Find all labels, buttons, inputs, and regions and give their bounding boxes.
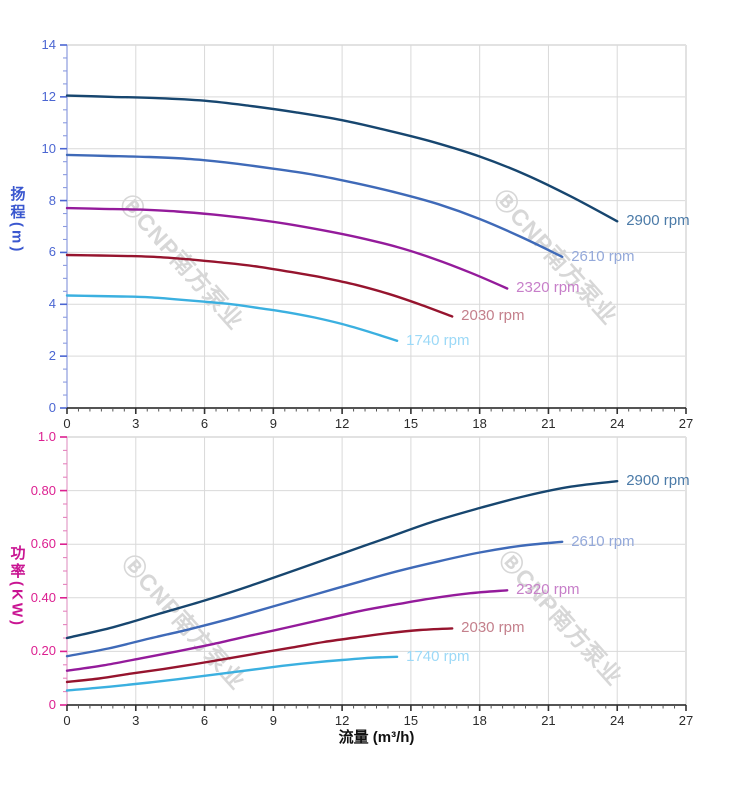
curve-2320-rpm [65,589,509,672]
y-tick-label: 0 [48,400,56,415]
curve-2610-rpm [65,540,564,658]
power-axis-title: 功率(KW) [8,545,26,628]
x-tick-label: 3 [132,416,140,431]
x-tick-label: 24 [609,416,625,431]
x-tick-label: 21 [541,416,556,431]
y-tick-label: 2 [48,348,56,364]
curve-label-2610-rpm: 2610 rpm [571,247,635,265]
curve-label-2320-rpm: 2320 rpm [516,581,580,599]
curve-2900-rpm [65,94,619,223]
curve-2610-rpm [65,153,564,258]
y-tick-label: 0 [48,697,56,712]
y-tick-label: 0.60 [30,536,56,552]
flow-axis-title: 流量 (m³/h) [338,729,415,746]
curve-label-1740-rpm: 1740 rpm [406,647,470,665]
x-tick-label: 9 [269,713,277,728]
curve-label-2030-rpm: 2030 rpm [461,619,525,637]
curve-1740-rpm [65,655,399,692]
x-tick-label: 27 [678,416,694,431]
y-tick-label: 14 [41,37,56,52]
curve-label-1740-rpm: 1740 rpm [406,331,470,349]
x-tick-label: 0 [63,416,71,431]
y-tick-label: 4 [48,296,56,312]
curve-label-2320-rpm: 2320 rpm [516,279,580,297]
y-tick-label: 10 [41,140,56,156]
x-tick-label: 24 [609,713,625,728]
x-tick-label: 27 [678,713,694,728]
x-tick-label: 3 [132,713,140,728]
head-axis-title: 扬程(m) [8,186,26,255]
curve-label-2900-rpm: 2900 rpm [626,472,690,490]
x-tick-label: 18 [472,416,487,431]
x-tick-label: 15 [403,713,419,728]
y-tick-label: 12 [41,88,56,104]
curve-2030-rpm [65,253,454,318]
x-tick-label: 21 [541,713,556,728]
x-tick-label: 9 [269,416,277,431]
curve-2900-rpm [65,480,619,640]
curve-label-2030-rpm: 2030 rpm [461,307,525,325]
y-tick-label: 8 [48,192,56,208]
curve-label-2610-rpm: 2610 rpm [571,532,635,550]
y-tick-label: 1.0 [37,429,56,444]
curve-2030-rpm [65,627,454,684]
x-tick-label: 15 [403,416,419,431]
curve-label-2900-rpm: 2900 rpm [626,212,690,230]
curve-2320-rpm [65,206,509,290]
x-tick-label: 6 [200,713,209,728]
x-tick-label: 12 [334,713,350,728]
y-tick-label: 6 [48,244,56,260]
x-tick-label: 18 [472,713,487,728]
x-tick-label: 6 [200,416,209,431]
x-tick-label: 12 [334,416,350,431]
y-tick-label: 0.20 [30,643,56,659]
y-tick-label: 0.80 [30,482,56,498]
curve-1740-rpm [65,294,399,342]
x-tick-label: 0 [63,713,71,728]
y-tick-label: 0.40 [30,589,56,605]
